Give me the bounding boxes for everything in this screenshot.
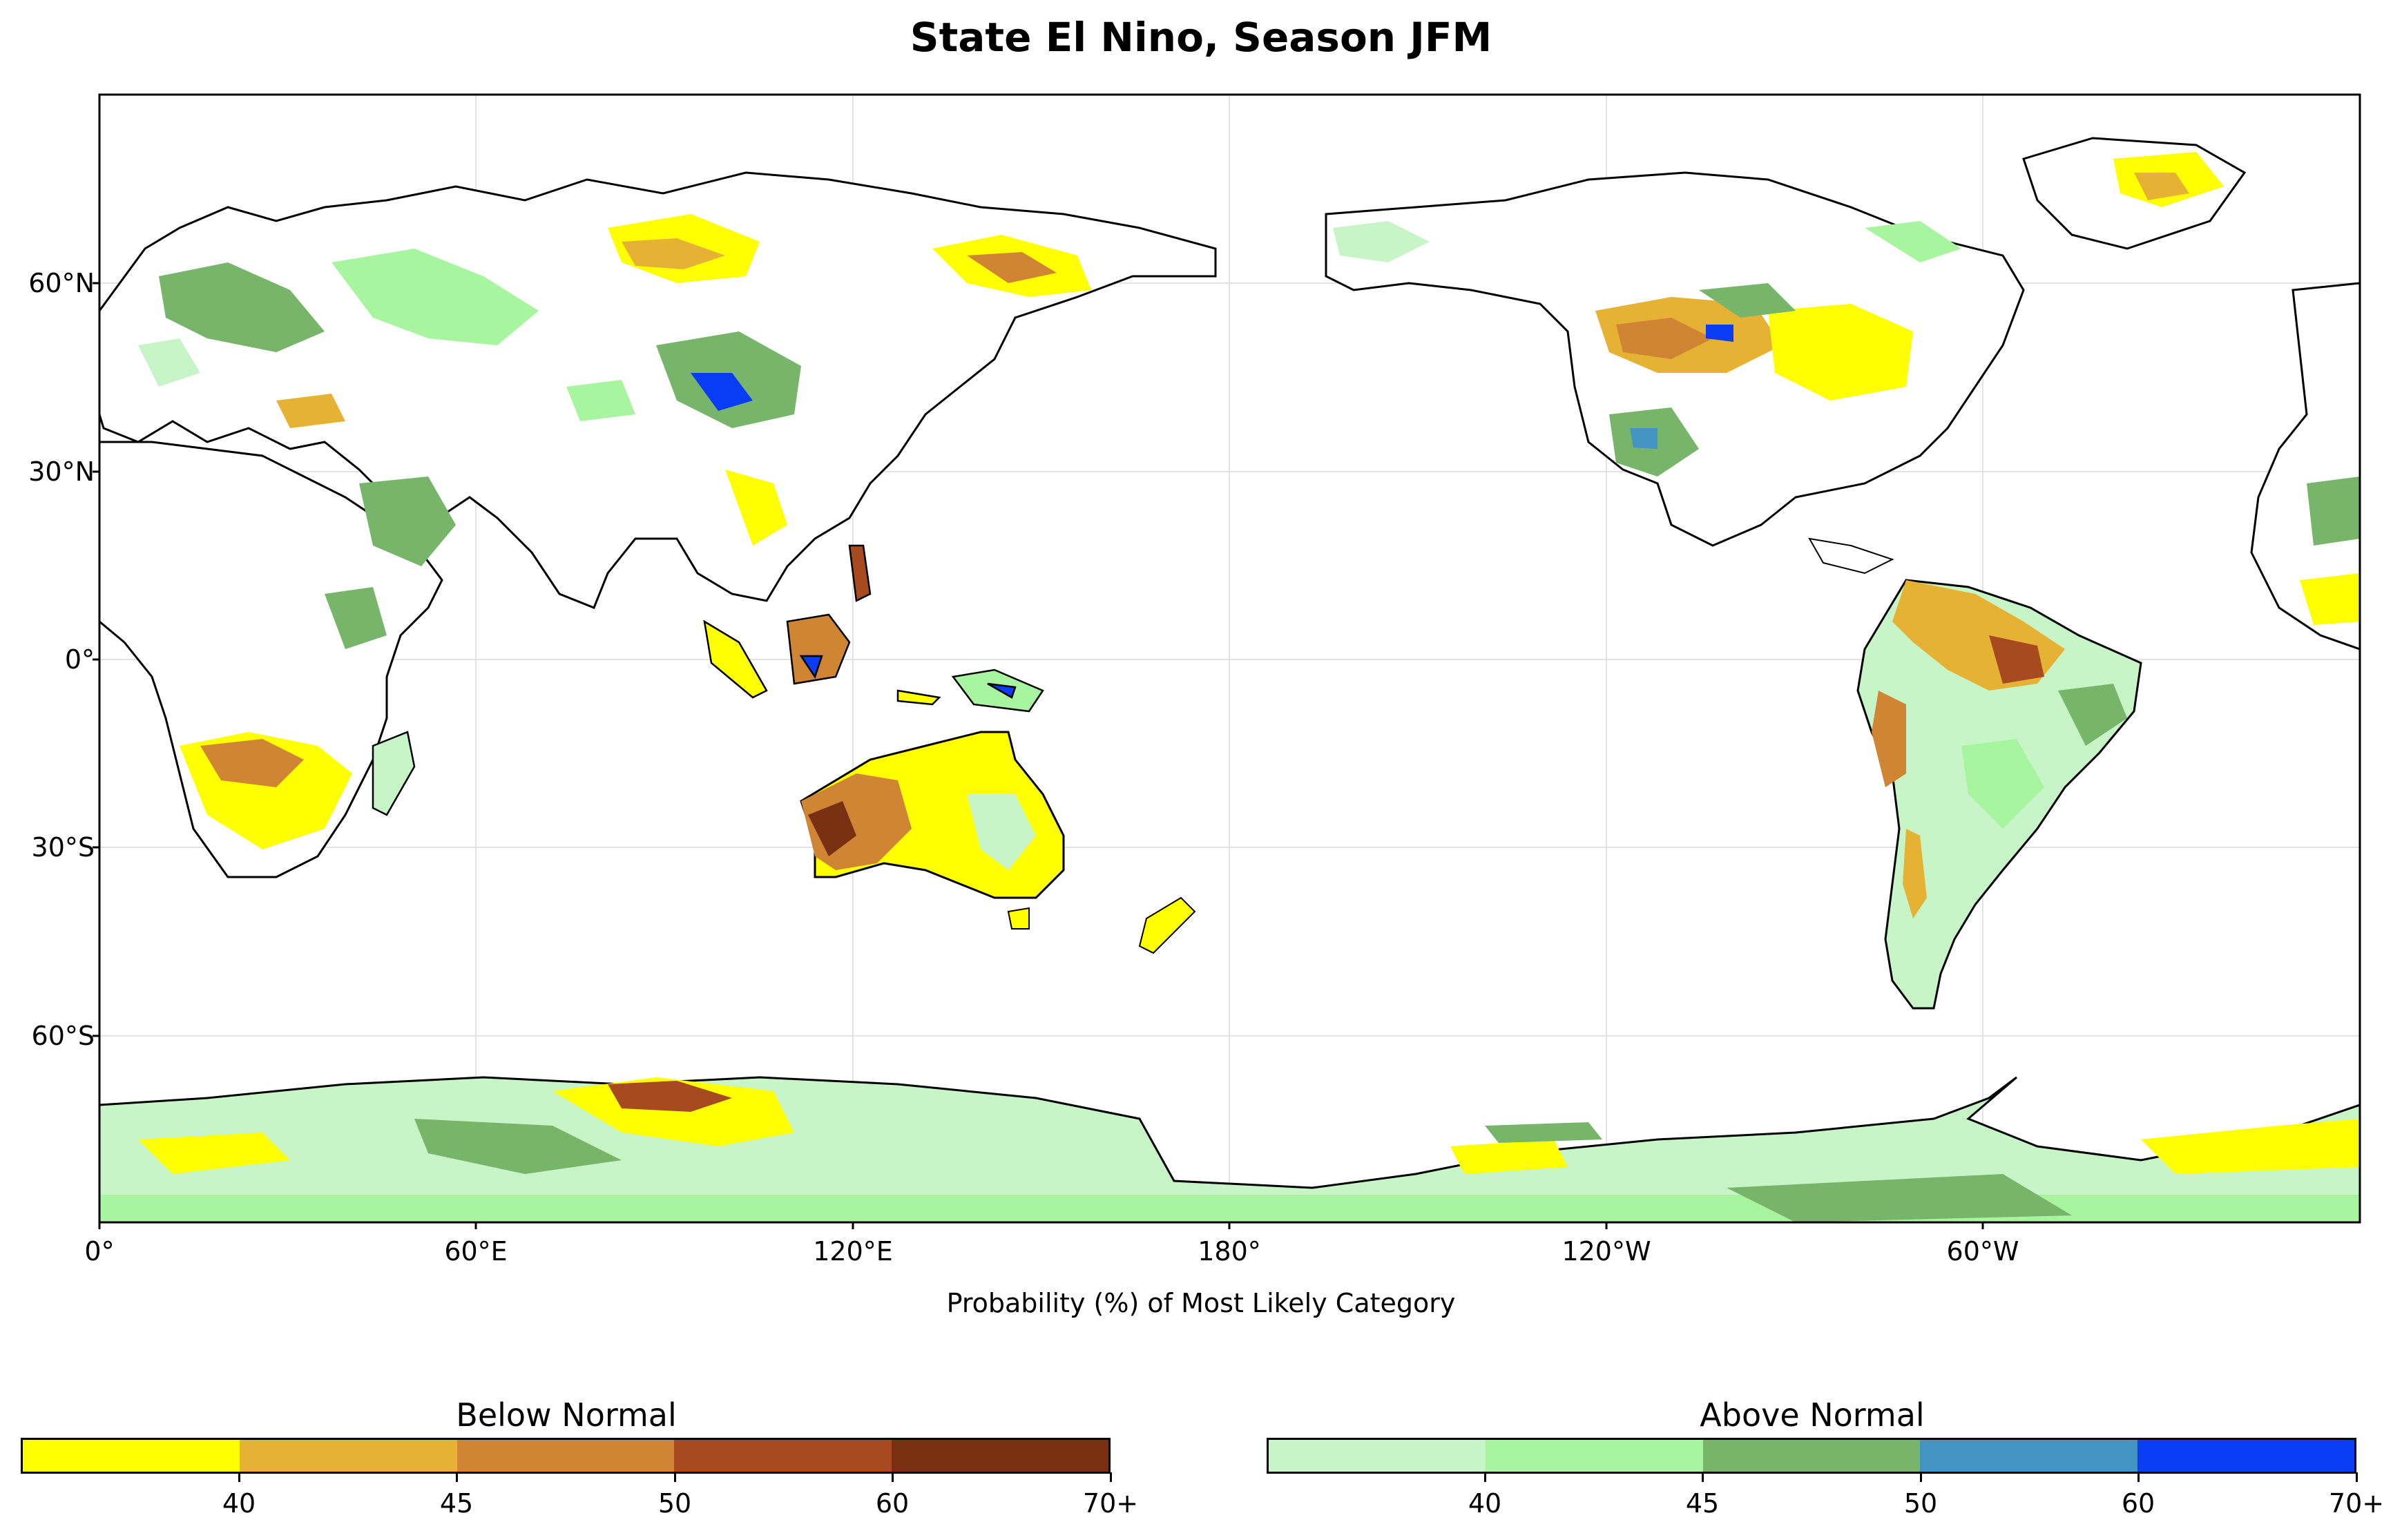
- legend-below-label: 60: [875, 1488, 910, 1519]
- legend-above-swatch: [1486, 1440, 1703, 1472]
- map-content: [99, 95, 2360, 1222]
- map-caption: Probability (%) of Most Likely Category: [946, 1288, 1456, 1318]
- legend-above-label: 70+: [2328, 1488, 2385, 1519]
- legend-below-swatch: [674, 1440, 892, 1472]
- legend-below-label: 50: [657, 1488, 692, 1519]
- landmass-east-edge: [2250, 282, 2360, 651]
- legend-above-title: Above Normal: [1700, 1396, 1925, 1434]
- lat-label-60s: 60°S: [31, 1021, 95, 1051]
- legend-above-label: 40: [1468, 1488, 1502, 1519]
- lat-label-60n: 60°N: [28, 268, 95, 298]
- lat-label-0: 0°: [64, 644, 95, 675]
- landmass-maritime: [372, 544, 1044, 816]
- legend-above-swatch: [2137, 1440, 2355, 1472]
- legend-above-label: 45: [1685, 1488, 1720, 1519]
- legend-above-swatch: [1269, 1440, 1486, 1472]
- lon-label-0: 0°: [84, 1236, 115, 1267]
- legend-above-label: 60: [2121, 1488, 2155, 1519]
- legend-below-title: Below Normal: [456, 1396, 677, 1434]
- lon-label-120e: 120°E: [813, 1236, 893, 1267]
- legend-above-label: 50: [1903, 1488, 1938, 1519]
- legend-below-label: 45: [439, 1488, 474, 1519]
- legend-below-swatch: [891, 1440, 1109, 1472]
- legend-below-swatch: [23, 1440, 240, 1472]
- lon-label-60e: 60°E: [444, 1236, 508, 1267]
- legend-above-swatch: [1920, 1440, 2137, 1472]
- lon-label-180: 180°: [1198, 1236, 1261, 1267]
- landmass-north-america: [1325, 137, 2247, 575]
- map-title: State El Nino, Season JFM: [910, 14, 1492, 61]
- landmass-australia: [800, 731, 1196, 954]
- legend-above-colorbar: [1267, 1438, 2356, 1474]
- legend-below-colorbar: [21, 1438, 1111, 1474]
- lon-label-60w: 60°W: [1946, 1236, 2019, 1267]
- legend-below-swatch: [457, 1440, 675, 1472]
- axis-ticks: [93, 282, 1984, 1229]
- legend-below-swatch: [240, 1440, 457, 1472]
- legend-below-label: 40: [222, 1488, 256, 1519]
- lat-label-30n: 30°N: [28, 456, 95, 487]
- landmass-antarctica: [99, 1076, 2360, 1222]
- lon-label-120w: 120°W: [1562, 1236, 1651, 1267]
- landmass-eurasia-africa: [99, 171, 1217, 878]
- lat-label-30s: 30°S: [31, 832, 95, 863]
- legend-above-swatch: [1702, 1440, 1921, 1472]
- legend-below-label: 70+: [1082, 1488, 1139, 1519]
- landmass-south-america: [1856, 579, 2142, 1010]
